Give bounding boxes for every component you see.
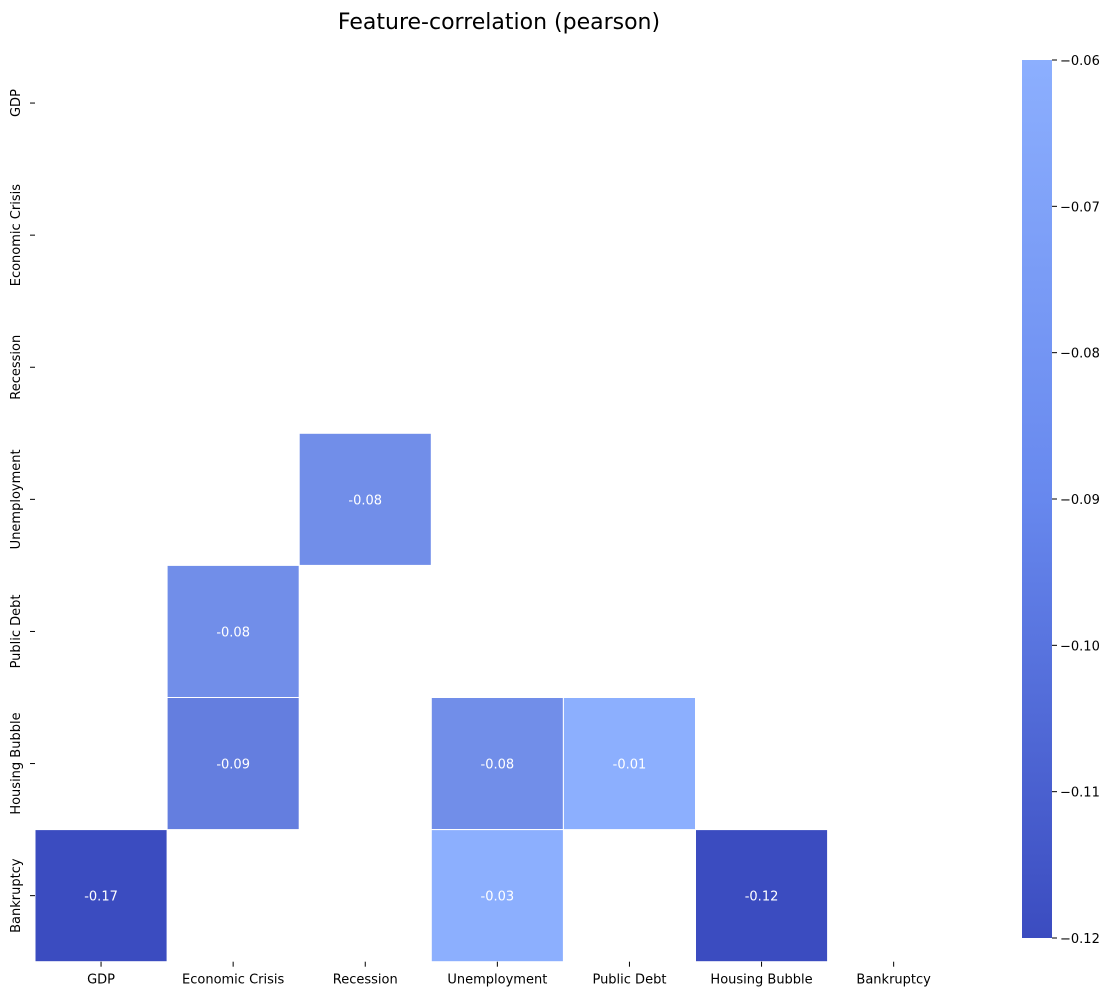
y-tick-label: Economic Crisis <box>9 184 24 286</box>
cell-value-label: -0.01 <box>613 758 647 773</box>
heatmap-cell <box>695 829 829 963</box>
heatmap-cell <box>562 697 697 831</box>
y-tick-label: GDP <box>9 89 24 117</box>
x-axis: GDP Economic Crisis Recession Unemployment P… <box>87 961 931 988</box>
heatmap-cell <box>166 697 300 831</box>
colorbar-tick-label: −0.06 <box>1060 54 1100 69</box>
heatmap-cell <box>430 829 564 963</box>
heatmap-cell <box>166 564 300 699</box>
colorbar-tick-label: −0.12 <box>1060 932 1100 947</box>
y-tick-label: Public Debt <box>9 594 24 668</box>
y-axis: GDP Economic Crisis Recession Unemployment P… <box>9 89 35 933</box>
y-tick-label: Bankruptcy <box>9 858 24 933</box>
cell-value-label: -0.17 <box>84 890 118 905</box>
x-tick-label: Unemployment <box>447 973 547 988</box>
colorbar: −0.06 −0.07 −0.08 −0.09 −0.10 −0.11 −0.12 <box>1022 54 1100 947</box>
cell-value-label: -0.08 <box>348 493 382 508</box>
colorbar-tick-label: −0.09 <box>1060 493 1100 508</box>
x-tick-label: Bankruptcy <box>856 973 931 988</box>
x-tick-label: Housing Bubble <box>710 973 812 988</box>
cell-value-label: -0.08 <box>481 758 515 773</box>
x-tick-label: Recession <box>333 973 398 988</box>
y-tick-label: Housing Bubble <box>9 712 24 814</box>
heatmap-cell <box>298 432 432 566</box>
cell-value-label: -0.03 <box>481 890 515 905</box>
colorbar-gradient <box>1022 60 1052 938</box>
chart-title: Feature-correlation (pearson) <box>338 10 660 35</box>
colorbar-tick-label: −0.10 <box>1060 639 1100 654</box>
y-tick-label: Unemployment <box>9 449 24 549</box>
cell-value-label: -0.12 <box>745 890 779 905</box>
colorbar-tick-label: −0.11 <box>1060 786 1100 801</box>
cell-value-label: -0.09 <box>216 758 250 773</box>
x-tick-label: Public Debt <box>592 973 666 988</box>
cell-value-label: -0.08 <box>216 625 250 640</box>
x-tick-label: Economic Crisis <box>182 973 284 988</box>
heatmap-cells: -0.08 -0.08 -0.09 -0.08 -0.01 -0.17 -0.03 -0.12 <box>34 432 829 963</box>
y-tick-label: Recession <box>9 335 24 400</box>
heatmap-cell <box>430 697 564 831</box>
colorbar-tick-label: −0.07 <box>1060 200 1100 215</box>
colorbar-tick-label: −0.08 <box>1060 347 1100 362</box>
x-tick-label: GDP <box>87 973 115 988</box>
heatmap-cell <box>34 829 168 963</box>
